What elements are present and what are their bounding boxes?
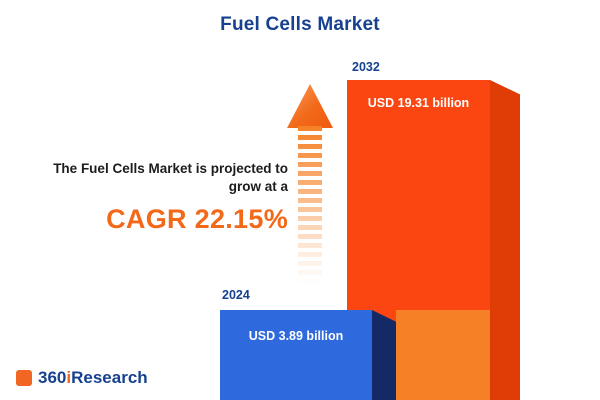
logo: 360iResearch [16, 368, 148, 388]
bar-2032-light-overlay [396, 310, 490, 400]
logo-text-360: 360 [38, 368, 67, 387]
logo-text-i: i [66, 368, 72, 387]
annotation-line-2: grow at a [228, 179, 288, 195]
bar-2024-side-face [372, 310, 396, 400]
annotation-line-1: The Fuel Cells Market is projected to [53, 161, 288, 176]
logo-square-icon [16, 370, 32, 386]
logo-text-research: Research [71, 368, 148, 387]
bar-year-label-2024: 2024 [222, 288, 250, 302]
bar-value-label-2024: USD 3.89 billion [248, 329, 344, 343]
bar-2024 [220, 310, 372, 400]
cagr-text: CAGR 22.15% [106, 204, 288, 235]
page-title: Fuel Cells Market [220, 14, 380, 35]
arrow-up-icon [287, 84, 333, 128]
bar-value-label-2032: USD 19.31 billion [367, 96, 470, 110]
annotation-block: The Fuel Cells Market is projected to gr… [0, 160, 288, 235]
logo-text: 360iResearch [38, 368, 148, 388]
bar-year-label-2032: 2032 [352, 60, 380, 74]
bar-2032-side-face [490, 80, 520, 400]
arrow-body [298, 126, 322, 284]
